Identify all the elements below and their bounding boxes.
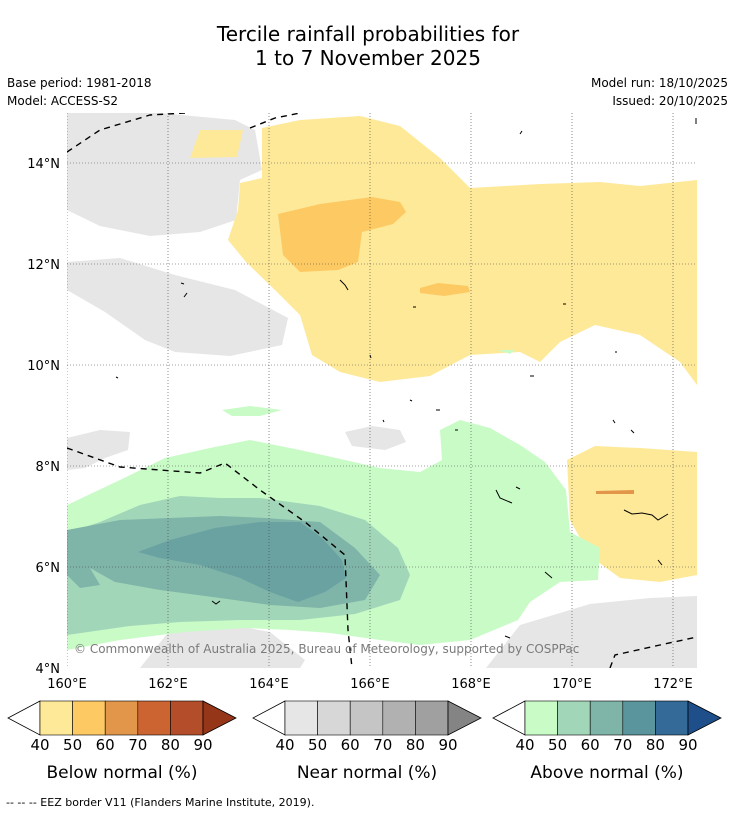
colorbar-near-tick: 80 bbox=[406, 736, 425, 754]
colorbar-below-tick: 70 bbox=[128, 736, 147, 754]
colorbar-near-tick: 60 bbox=[341, 736, 360, 754]
lat-label-14n: 14°N bbox=[27, 157, 60, 172]
colorbar-near-min-extension bbox=[252, 700, 286, 736]
colorbar-above-label: Above normal (%) bbox=[530, 763, 683, 783]
island-coastlines bbox=[115, 118, 697, 639]
colorbar-below-segment bbox=[170, 700, 204, 736]
lat-label-10n: 10°N bbox=[27, 359, 60, 374]
colorbar-below-tick: 40 bbox=[30, 736, 49, 754]
graticule bbox=[67, 113, 697, 668]
colorbar-below-label: Below normal (%) bbox=[47, 763, 198, 783]
below-normal-region-nw-small bbox=[190, 130, 243, 158]
issued-date: Issued: 20/10/2025 bbox=[612, 94, 728, 108]
lon-label-166e: 166°E bbox=[350, 677, 390, 692]
lon-label-170e: 170°E bbox=[552, 677, 592, 692]
colorbar-above-segment bbox=[557, 700, 591, 736]
colorbar-near-max-extension bbox=[447, 700, 482, 736]
lat-label-4n: 4°N bbox=[36, 662, 61, 677]
colorbar-near-segment bbox=[415, 700, 449, 736]
lon-label-172e: 172°E bbox=[653, 677, 693, 692]
below-normal-region-north bbox=[228, 116, 697, 385]
colorbar-near-segment bbox=[382, 700, 416, 736]
lat-label-6n: 6°N bbox=[36, 561, 61, 576]
colorbar-below-segment bbox=[137, 700, 171, 736]
colorbar-near-tick: 70 bbox=[373, 736, 392, 754]
above-normal-green-dot bbox=[498, 350, 515, 354]
lon-label-162e: 162°E bbox=[148, 677, 188, 692]
copyright-notice: © Commonwealth of Australia 2025, Bureau… bbox=[74, 642, 579, 656]
near-normal-region-w bbox=[67, 258, 288, 356]
latitude-labels: 14°N 12°N 10°N 8°N 6°N 4°N bbox=[27, 157, 60, 677]
colorbar-above-segment bbox=[524, 700, 558, 736]
colorbar-above-max-extension bbox=[687, 700, 722, 736]
eez-footnote: -- -- -- EEZ border V11 (Flanders Marine… bbox=[6, 796, 315, 809]
near-normal-region-sw bbox=[67, 430, 130, 470]
colorbar-above-tick: 60 bbox=[581, 736, 600, 754]
colorbar-near-tick: 50 bbox=[308, 736, 327, 754]
map-fields bbox=[67, 113, 697, 668]
colorbar-above-tick: 70 bbox=[613, 736, 632, 754]
colorbar-below-segment bbox=[39, 700, 73, 736]
colorbar-above-min-extension bbox=[492, 700, 526, 736]
colorbar-below-min-extension bbox=[7, 700, 41, 736]
lat-label-12n: 12°N bbox=[27, 258, 60, 273]
colorbar-above-tick: 90 bbox=[678, 736, 697, 754]
near-normal-region-mid bbox=[345, 426, 406, 450]
colorbar-near-segment bbox=[317, 700, 351, 736]
colorbar-above-tick: 50 bbox=[548, 736, 567, 754]
lon-label-160e: 160°E bbox=[47, 677, 87, 692]
above-normal-region-small bbox=[222, 406, 282, 416]
colorbar-near-tick: 40 bbox=[275, 736, 294, 754]
near-normal-region-s bbox=[140, 622, 305, 668]
below-normal-core-3 bbox=[596, 490, 634, 494]
meta-left: Base period: 1981-2018 Model: ACCESS-S2 bbox=[7, 74, 152, 110]
colorbar-below-tick: 90 bbox=[193, 736, 212, 754]
colorbar-above-segment bbox=[655, 700, 689, 736]
model-run: Model run: 18/10/2025 bbox=[590, 76, 728, 90]
lon-label-168e: 168°E bbox=[451, 677, 491, 692]
below-normal-core-1 bbox=[278, 197, 406, 272]
colorbar-below-tick: 80 bbox=[161, 736, 180, 754]
colorbar-below-segment bbox=[104, 700, 139, 736]
title-line-1: Tercile rainfall probabilities for bbox=[216, 22, 520, 46]
colorbar-above-segment bbox=[589, 700, 624, 736]
colorbar-above-tick: 80 bbox=[646, 736, 665, 754]
colorbar-below-normal: 40 50 60 70 80 90 Below normal (%) bbox=[7, 700, 237, 783]
longitude-labels: 160°E 162°E 164°E 166°E 168°E 170°E 172°… bbox=[47, 677, 693, 692]
map-title: Tercile rainfall probabilities for 1 to … bbox=[0, 22, 736, 70]
colorbar-near-tick: 90 bbox=[438, 736, 457, 754]
colorbar-below-max-extension bbox=[202, 700, 237, 736]
meta-right: Model run: 18/10/2025 Issued: 20/10/2025 bbox=[591, 74, 728, 110]
colorbar-above-normal: 40 50 60 70 80 90 Above normal (%) bbox=[492, 700, 722, 783]
colorbar-above-tick: 40 bbox=[515, 736, 534, 754]
colorbar-above-segment bbox=[622, 700, 656, 736]
colorbar-near-segment bbox=[349, 700, 384, 736]
colorbar-below-tick: 50 bbox=[63, 736, 82, 754]
lat-label-8n: 8°N bbox=[36, 460, 61, 475]
eez-borders bbox=[67, 113, 697, 668]
lon-label-164e: 164°E bbox=[249, 677, 289, 692]
colorbar-below-tick: 60 bbox=[96, 736, 115, 754]
model-name: Model: ACCESS-S2 bbox=[7, 94, 119, 108]
colorbar-near-label: Near normal (%) bbox=[297, 763, 437, 783]
base-period: Base period: 1981-2018 bbox=[7, 76, 152, 90]
below-normal-core-2 bbox=[420, 283, 470, 296]
above-normal-70-region bbox=[138, 522, 346, 602]
title-line-2: 1 to 7 November 2025 bbox=[255, 46, 481, 70]
near-normal-region-se bbox=[486, 596, 697, 668]
colorbar-below-segment bbox=[72, 700, 106, 736]
colorbar-near-segment bbox=[284, 700, 318, 736]
